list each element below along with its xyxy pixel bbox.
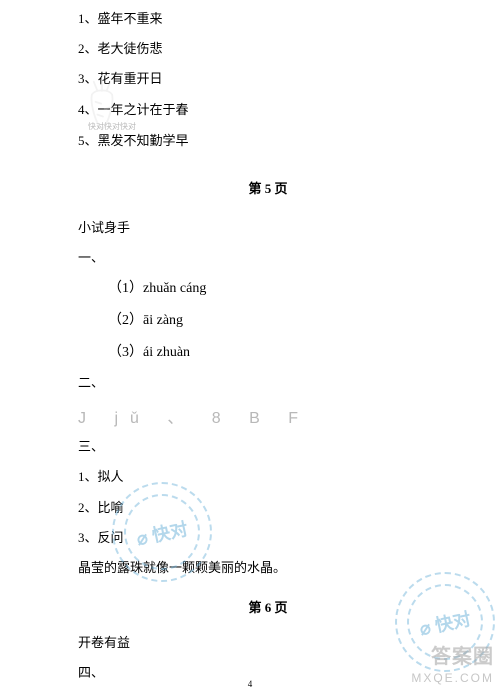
list-item: 1、拟人 (78, 468, 458, 486)
pinyin-item: （2）āi zàng (78, 311, 458, 331)
pinyin-item: （3）ái zhuàn (78, 343, 458, 363)
list-item: 1、盛年不重来 (78, 10, 458, 28)
list-item: 2、比喻 (78, 499, 458, 517)
mono-row: J jǔ 、 8 B F (78, 404, 458, 428)
list-item: 3、花有重开日 (78, 70, 458, 88)
sentence: 晶莹的露珠就像一颗颗美丽的水晶。 (78, 559, 458, 577)
list-item: 5、黑发不知勤学早 (78, 132, 458, 150)
list-item: 4、一年之计在于春 (78, 101, 458, 119)
document-content: 1、盛年不重来 2、老大徒伤悲 3、花有重开日 4、一年之计在于春 快对快对快对… (78, 10, 458, 695)
list-item: 3、反问 (78, 529, 458, 547)
section-three-label: 三、 (78, 438, 458, 456)
pinyin-item: （1）zhuǎn cáng (78, 279, 458, 299)
section-two-label: 二、 (78, 374, 458, 392)
section-title: 开卷有益 (78, 634, 458, 652)
page-number: 4 (0, 679, 500, 689)
section-title: 小试身手 (78, 219, 458, 237)
brand-cn: 答案圈 (431, 640, 494, 669)
section-one-label: 一、 (78, 249, 458, 267)
page-6-heading: 第 6 页 (78, 597, 458, 616)
page-5-heading: 第 5 页 (78, 178, 458, 197)
watermark-text: 快对快对快对 (88, 121, 458, 132)
list-item: 2、老大徒伤悲 (78, 40, 458, 58)
